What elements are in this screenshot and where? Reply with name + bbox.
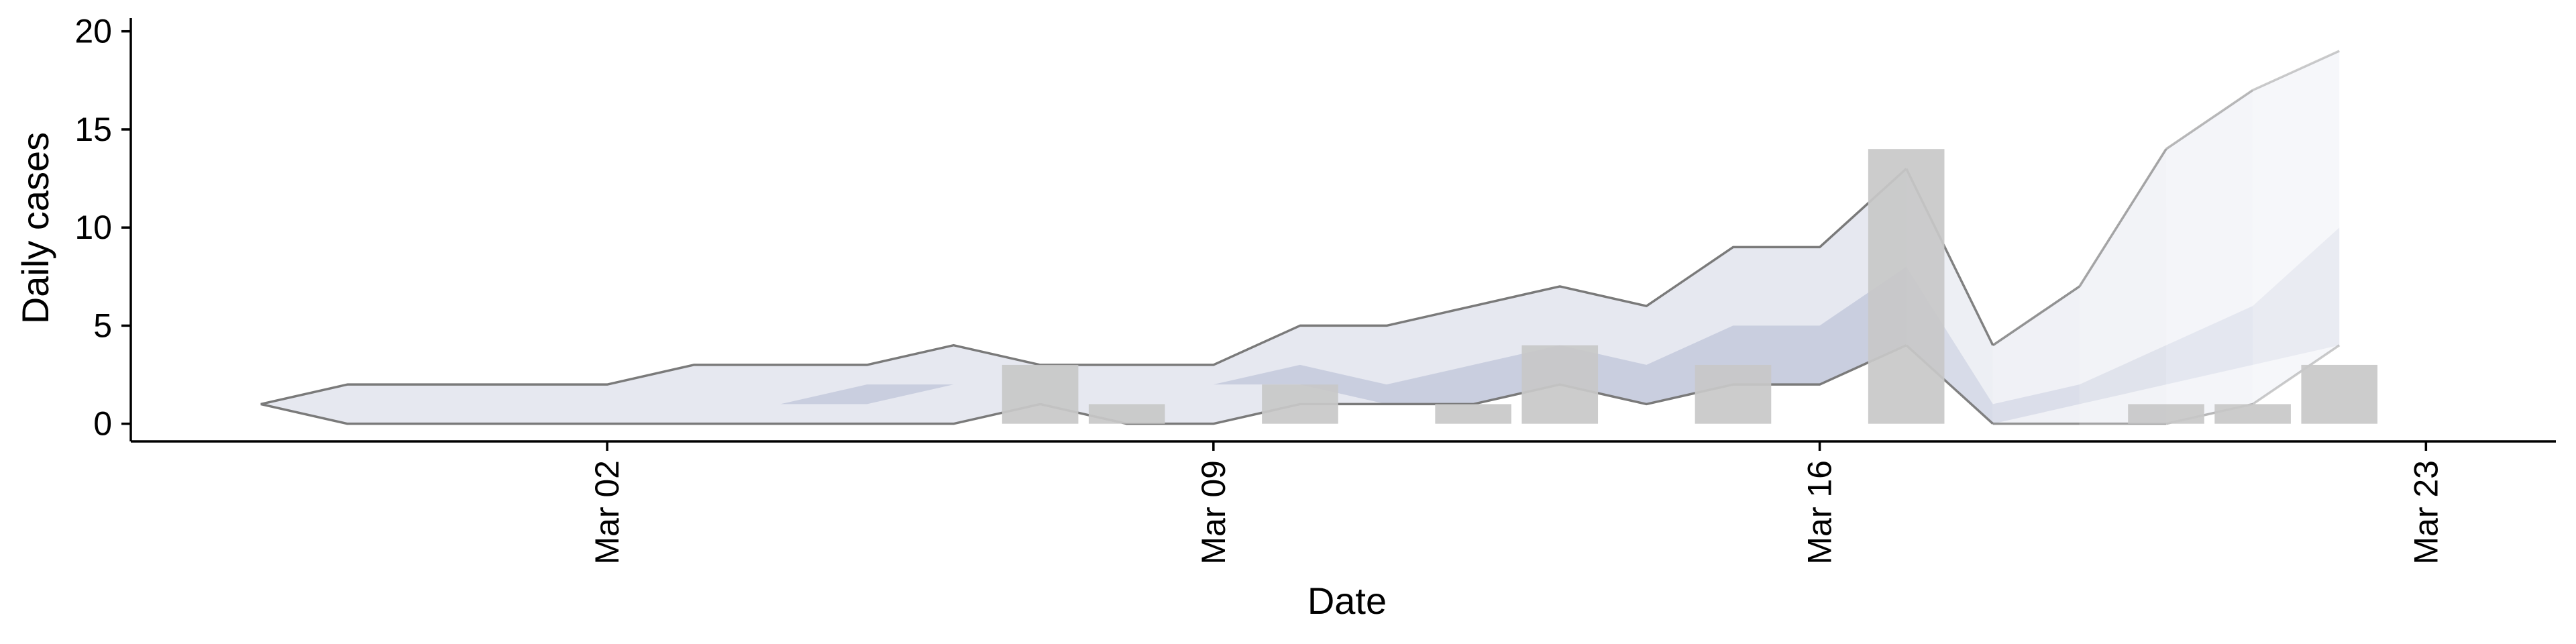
y-tick-label: 10 [74, 209, 112, 246]
bar-2020-03-22 [2301, 364, 2378, 424]
nowcast-inner-band [2166, 306, 2253, 385]
nowcast-upper-outline [1992, 285, 2080, 347]
x-tick-label: Mar 16 [1801, 460, 1839, 565]
uncertainty-bands [260, 50, 2340, 424]
nowcast-inner-band [2079, 345, 2167, 405]
nowcast-upper-outline [2252, 50, 2340, 92]
upper-outline [260, 168, 1907, 406]
nowcast-outer-band [2079, 149, 2167, 424]
bars [1002, 149, 2378, 424]
bar-2020-03-20 [2128, 404, 2204, 424]
x-axis-title: Date [1307, 580, 1387, 622]
bar-2020-03-17 [1868, 149, 1945, 424]
nowcast-outer-band [1992, 286, 2080, 424]
bar-2020-03-13 [1521, 345, 1599, 424]
y-tick-label: 15 [74, 111, 112, 148]
nowcast-outer-band [2253, 50, 2340, 405]
nowcast-outer-band [2166, 90, 2253, 424]
nowcast-inner-band [1992, 384, 2080, 424]
bar-2020-03-10 [1262, 384, 1338, 424]
y-axis-title: Daily cases [14, 132, 56, 324]
nowcast-lower-outline [2252, 344, 2341, 405]
y-tick-label: 0 [93, 405, 112, 443]
nowcast-upper-outline [2165, 89, 2254, 150]
bar-2020-03-12 [1435, 404, 1511, 424]
y-tick-label: 20 [74, 13, 112, 50]
bar-2020-03-07 [1002, 364, 1079, 424]
axes: 0 5 10 15 20 Mar 02 Mar 09 Mar 16 Mar 23 [74, 13, 2556, 565]
bar-2020-03-08 [1088, 404, 1165, 424]
x-tick-label: Mar 23 [2407, 460, 2445, 565]
x-tick-label: Mar 02 [588, 460, 626, 565]
lower-outline [260, 344, 1907, 425]
x-tick-label: Mar 09 [1195, 460, 1232, 565]
y-tick-label: 5 [93, 307, 112, 344]
bar-2020-03-15 [1695, 364, 1772, 424]
inner-band [260, 266, 1907, 405]
bar-2020-03-21 [2214, 404, 2291, 424]
nowcast-upper-outline [2078, 148, 2167, 287]
nowcast-inner-band [2253, 227, 2340, 365]
